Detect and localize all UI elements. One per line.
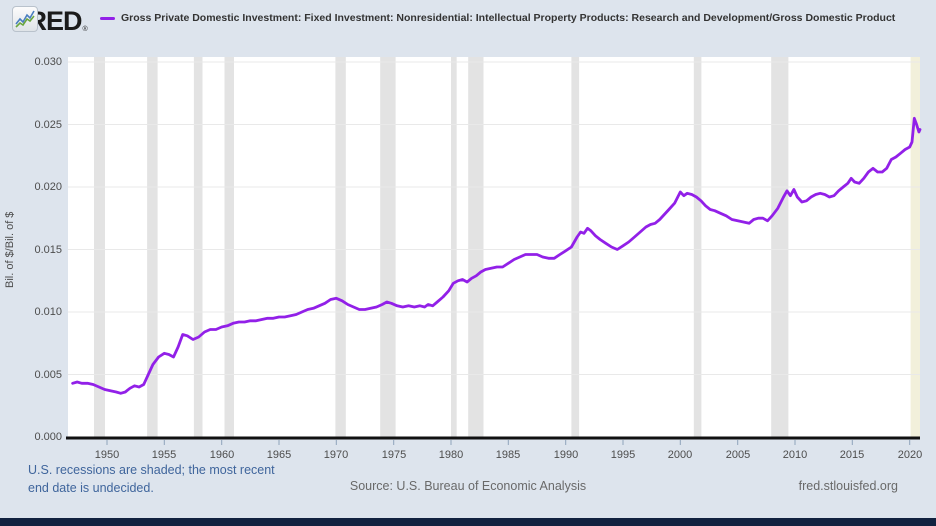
recession-band	[335, 57, 346, 437]
series-color-dash-icon	[100, 16, 115, 20]
fred-site-link[interactable]: fred.stlouisfed.org	[798, 479, 898, 493]
recession-band	[468, 57, 484, 437]
y-tick-label: 0.025	[34, 119, 62, 131]
y-tick-label: 0.015	[34, 244, 62, 256]
x-tick-label: 1960	[209, 449, 235, 461]
fred-sparkline-icon	[12, 6, 38, 32]
y-axis-title: Bil. of $/Bil. of $	[4, 211, 16, 289]
x-tick-label: 1980	[438, 449, 464, 461]
x-tick-label: 1950	[94, 449, 120, 461]
recession-note-line2: end date is undecided.	[28, 481, 154, 495]
x-tick-label: 2010	[782, 449, 808, 461]
x-tick-label: 1970	[323, 449, 349, 461]
fred-logo[interactable]: FRED ®	[12, 6, 90, 36]
source-attribution: Source: U.S. Bureau of Economic Analysis	[349, 479, 587, 493]
recession-band	[147, 57, 158, 437]
undecided-recession-band	[910, 57, 920, 437]
recession-band	[771, 57, 789, 437]
y-tick-label: 0.010	[34, 306, 62, 318]
x-tick-label: 2000	[667, 449, 693, 461]
registered-trademark: ®	[82, 26, 88, 33]
recession-band	[224, 57, 234, 437]
header: FRED ® Gross Private Domestic Investment…	[0, 0, 936, 48]
x-tick-label: 1965	[266, 449, 292, 461]
bottom-bar	[0, 518, 936, 526]
x-tick-label: 1990	[553, 449, 579, 461]
recession-band	[94, 57, 105, 437]
recession-band	[451, 57, 457, 437]
series-legend: Gross Private Domestic Investment: Fixed…	[100, 12, 930, 24]
y-tick-label: 0.005	[34, 369, 62, 381]
recession-band	[380, 57, 396, 437]
recession-note-line1: U.S. recessions are shaded; the most rec…	[28, 463, 275, 477]
recession-band	[693, 57, 702, 437]
y-tick-label: 0.000	[34, 431, 62, 443]
data-series-line[interactable]	[71, 116, 922, 395]
recession-band	[193, 57, 203, 437]
x-tick-label: 2005	[725, 449, 751, 461]
x-tick-label: 2020	[897, 449, 923, 461]
x-tick-label: 1955	[151, 449, 177, 461]
y-tick-label: 0.020	[34, 181, 62, 193]
recession-note: U.S. recessions are shaded; the most rec…	[28, 461, 275, 497]
x-tick-label: 1995	[610, 449, 636, 461]
x-tick-label: 1975	[381, 449, 407, 461]
series-title: Gross Private Domestic Investment: Fixed…	[121, 12, 896, 24]
x-tick-label: 2015	[839, 449, 865, 461]
x-tick-label: 1985	[495, 449, 521, 461]
y-tick-label: 0.030	[34, 56, 62, 68]
recession-band	[571, 57, 580, 437]
